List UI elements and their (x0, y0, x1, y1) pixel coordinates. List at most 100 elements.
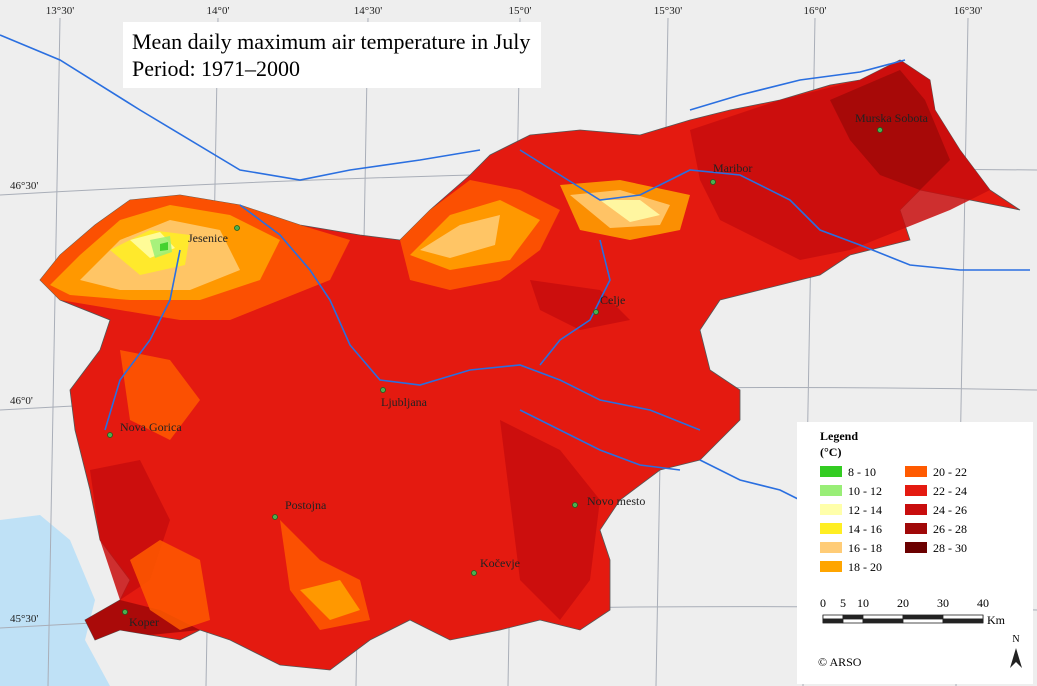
place-label: Postojna (285, 498, 327, 512)
meridian (47, 17, 61, 686)
legend-swatch (905, 523, 927, 534)
place-label: Ljubljana (381, 395, 428, 409)
place-marker (572, 502, 578, 508)
legend-swatch (820, 561, 842, 572)
place-marker (380, 387, 386, 393)
legend-swatch (905, 542, 927, 553)
legend-unit: (°C) (820, 445, 841, 459)
scale-label: 0 (820, 596, 826, 610)
legend-swatch (820, 466, 842, 477)
legend-label: 24 - 26 (933, 503, 967, 517)
temperature-zone (160, 242, 168, 251)
place-label: Maribor (713, 161, 752, 175)
lat-label: 45°30' (10, 613, 38, 625)
scale-segment (902, 614, 944, 620)
scale-segment (842, 618, 864, 624)
credit: © ARSO (818, 655, 862, 669)
scale-segment (822, 618, 844, 624)
title-box (123, 22, 541, 88)
savinja (539, 239, 611, 366)
scale-label: 10 (857, 596, 869, 610)
lon-label: 13°30' (46, 5, 74, 17)
sea (0, 515, 110, 686)
lon-label: 15°0' (509, 5, 532, 17)
lon-label: 14°0' (207, 5, 230, 17)
legend-swatch (905, 466, 927, 477)
legend-swatch (905, 504, 927, 515)
place-marker (710, 179, 716, 185)
place-marker (272, 514, 278, 520)
place-label: Koper (129, 615, 159, 629)
lat-label: 46°0' (10, 395, 33, 407)
lon-label: 14°30' (354, 5, 382, 17)
north-arrow (1010, 648, 1022, 668)
places: Murska Sobota Maribor Jesenice Celje Ljublja… (107, 111, 929, 629)
sava (239, 204, 701, 431)
legend-swatch (820, 542, 842, 553)
legend-swatch (820, 504, 842, 515)
lat-label: 46°30' (10, 180, 38, 192)
soca (104, 249, 181, 431)
scale-segment (902, 618, 944, 624)
legend-label: 8 - 10 (848, 465, 876, 479)
legend-label: 22 - 24 (933, 484, 967, 498)
temperature-zone (120, 350, 200, 440)
drava (519, 149, 1030, 271)
legend-title: Legend (820, 429, 858, 443)
place-label: Novo mesto (587, 494, 645, 508)
temperature-zone (600, 200, 660, 222)
temperature-zone (85, 600, 200, 640)
lon-label: 15°30' (654, 5, 682, 17)
river-north (0, 34, 481, 181)
legend-label: 14 - 16 (848, 522, 882, 536)
temperature-zone (500, 420, 600, 620)
scale-label: 40 (977, 596, 989, 610)
legend-label: 20 - 22 (933, 465, 967, 479)
place-marker (877, 127, 883, 133)
place-marker (122, 609, 128, 615)
place-marker (471, 570, 477, 576)
temperature-zone (530, 280, 630, 330)
legend-label: 18 - 20 (848, 560, 882, 574)
legend-swatch (820, 485, 842, 496)
place-label: Celje (600, 293, 625, 307)
scale-segment (942, 614, 984, 620)
mura (689, 59, 906, 111)
scale-segment (942, 618, 984, 624)
place-label: Murska Sobota (855, 111, 929, 125)
place-label: Nova Gorica (120, 420, 182, 434)
place-marker (593, 309, 599, 315)
scale-unit: Km (987, 613, 1006, 627)
scale-segment (862, 614, 904, 620)
scale-segment (822, 614, 844, 620)
lon-label: 16°0' (804, 5, 827, 17)
legend-swatch (905, 485, 927, 496)
legend-label: 12 - 14 (848, 503, 882, 517)
legend: 8 - 10 10 - 12 12 - 14 14 - 16 16 - 18 18 - 2… (820, 465, 967, 574)
scale-bar: 0 5 10 20 30 40 Km (820, 596, 1006, 627)
krka (519, 409, 681, 471)
kolpa (699, 459, 801, 501)
rivers (0, 34, 1030, 501)
place-label: Kočevje (480, 556, 520, 570)
scale-label: 5 (840, 596, 846, 610)
legend-label: 16 - 18 (848, 541, 882, 555)
title-line2: Period: 1971–2000 (132, 56, 300, 81)
place-marker (234, 225, 240, 231)
scale-label: 30 (937, 596, 949, 610)
legend-swatch (820, 523, 842, 534)
lon-label: 16°30' (954, 5, 982, 17)
scale-segment (842, 614, 864, 620)
scale-label: 20 (897, 596, 909, 610)
place-label: Jesenice (188, 231, 228, 245)
place-marker (107, 432, 113, 438)
legend-label: 26 - 28 (933, 522, 967, 536)
temperature-zone (300, 580, 360, 620)
north-label: N (1012, 634, 1019, 645)
temperature-zone (130, 540, 210, 630)
legend-label: 10 - 12 (848, 484, 882, 498)
slovenia (39, 59, 1021, 671)
temperature-zone (420, 215, 500, 258)
legend-label: 28 - 30 (933, 541, 967, 555)
